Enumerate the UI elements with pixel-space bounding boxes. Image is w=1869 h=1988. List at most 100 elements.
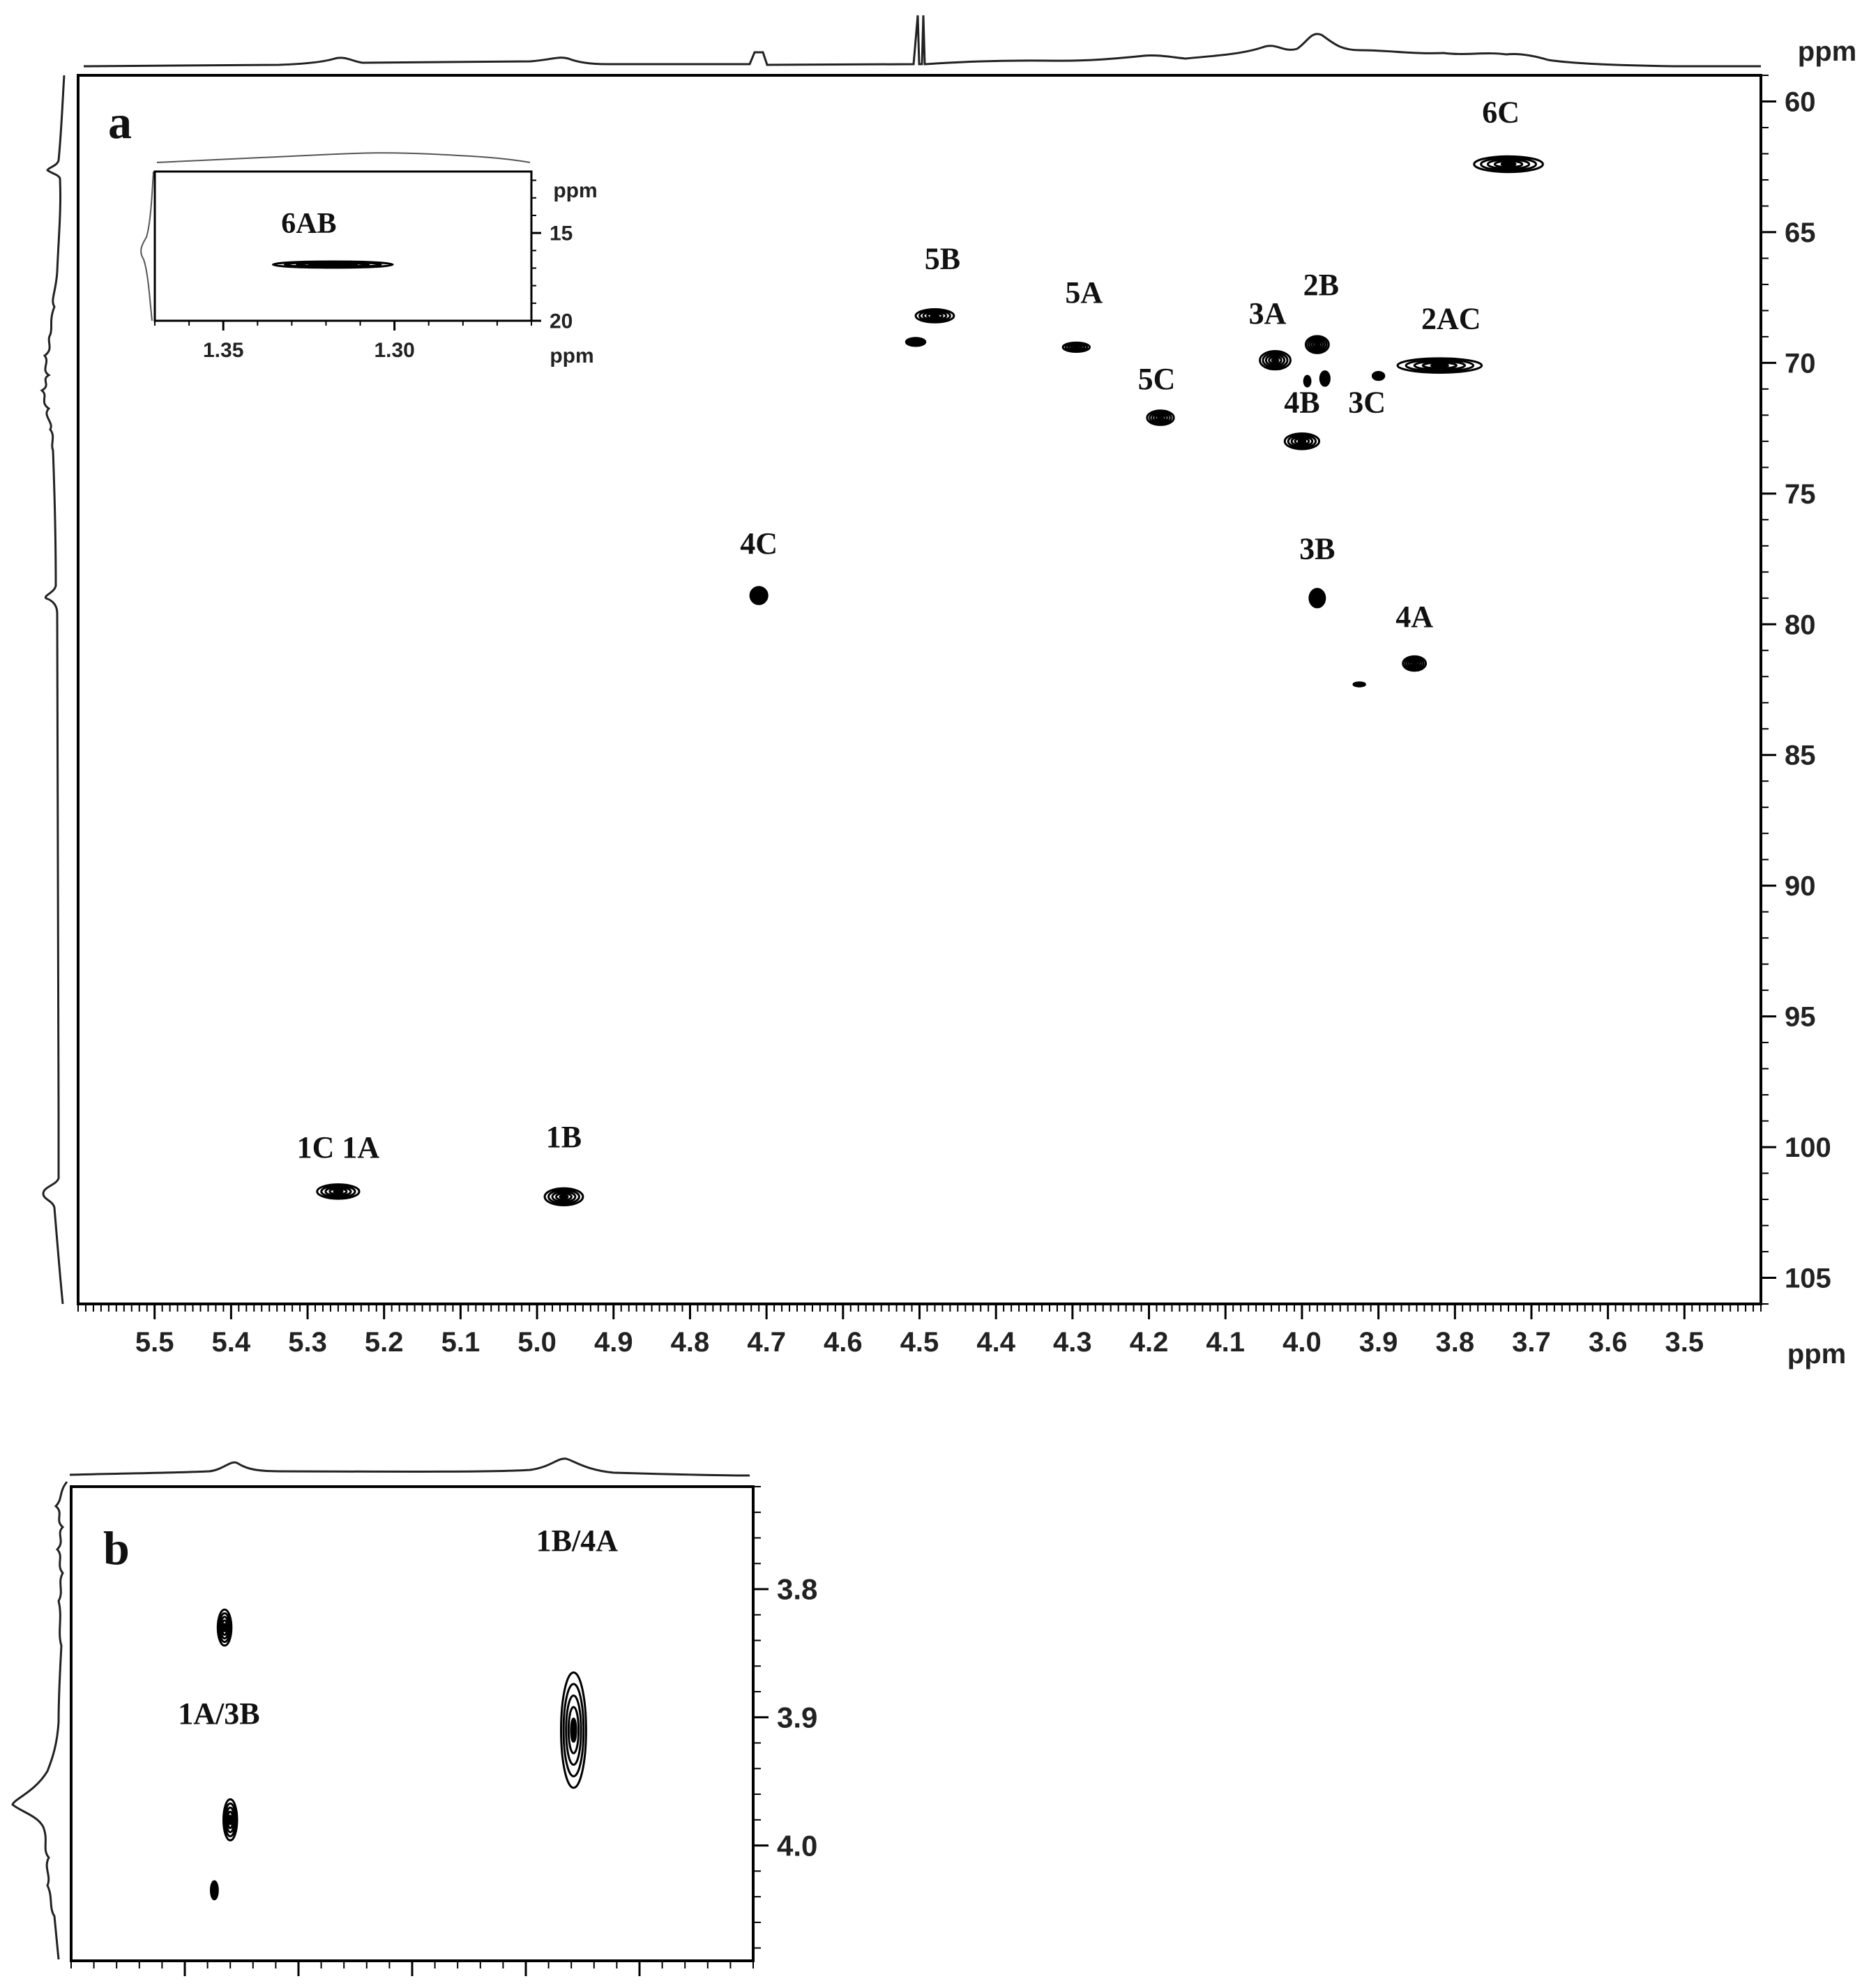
panel-a-peak-label: 5C [1138, 362, 1176, 396]
panel-a-peak-6-contour-4 [1430, 363, 1449, 368]
panel-a-peak-5-contour-2 [1309, 338, 1326, 351]
panel-a-peak-12-contour-0 [749, 586, 769, 605]
inset-top-projection [156, 152, 531, 163]
panel-a-peak-12-contour-2 [752, 589, 765, 602]
panel-a-axis-ticks [77, 75, 1776, 1319]
panel-b-peak-3-contour-2 [565, 1694, 582, 1766]
panel-a-peak-8 [1303, 374, 1312, 388]
x-tick-label: 5.3 [165, 1983, 205, 1988]
panel-a-peak-6-contour-1 [1405, 358, 1475, 372]
panel-a-peak-5-contour-4 [1314, 342, 1321, 348]
panel-b-peak-1 [222, 1798, 239, 1842]
x-tick-label: 5.5 [135, 1327, 174, 1358]
panel-b-letter: b [103, 1522, 130, 1575]
panel-b-peak-1-contour-4 [227, 1814, 233, 1826]
panel-a-peak-label: 3B [1299, 532, 1335, 566]
panel-b-peak-3-contour-3 [567, 1706, 580, 1754]
x-tick-label: 5.0 [506, 1983, 546, 1988]
panel-a-x-tick-labels: 5.5 5.4 5.3 5.2 5.1 5.0 4.9 4.8 4.7 4.6 4.5 4.4 4.3 4… [135, 1327, 1704, 1358]
panel-a-peak-11-contour-2 [1290, 435, 1314, 448]
panel-b-peak-1-contour-2 [225, 1806, 236, 1833]
panel-a-peak-label: 4B [1284, 386, 1319, 420]
panel-a-peak-12-contour-4 [756, 593, 762, 598]
panel-b-peak-0 [216, 1608, 233, 1647]
y-tick-label: 4.0 [777, 1829, 817, 1862]
inset-peak-label: 6AB [281, 208, 336, 240]
panel-b-peak-2 [209, 1880, 219, 1901]
panel-a-peak-17-contour-0 [543, 1187, 584, 1206]
panel-b-left-projection [11, 1481, 68, 1960]
panel-a-peak-17-contour-1 [547, 1189, 580, 1205]
panel-a-peak-label: 4C [740, 526, 778, 561]
panel-a-peak-17 [543, 1187, 584, 1206]
panel-a-peak-14-contour-2 [1406, 658, 1423, 669]
panel-a-y-tick-labels: 60 65 70 75 80 85 90 95 100 105 [1785, 86, 1831, 1293]
panel-a-peak-label: 3A [1249, 296, 1287, 331]
x-tick-label: 1.35 [203, 339, 243, 362]
panel-a-peak-0-contour-2 [1486, 158, 1531, 170]
panel-b-peak-3-contour-1 [562, 1683, 585, 1777]
x-tick-label: 3.6 [1589, 1327, 1628, 1358]
panel-b-peak-0-contour-3 [220, 1619, 229, 1636]
panel-a-peak-12 [749, 586, 769, 605]
panel-a-peak-14-contour-1 [1404, 656, 1425, 671]
x-tick-label: 4.9 [594, 1327, 633, 1358]
panel-b-peak-1-contour-0 [222, 1798, 239, 1842]
panel-a-peak-10-contour-1 [1149, 411, 1172, 425]
panel-a-peak-label: 2AC [1421, 302, 1481, 336]
panel-a-peak-10-contour-4 [1156, 415, 1165, 420]
panel-a-peak-11-contour-3 [1294, 437, 1310, 446]
inset-peak-labels: 6AB [281, 208, 336, 240]
panel-a-peak-11 [1283, 432, 1321, 450]
panel-a-peak-17-contour-2 [551, 1190, 577, 1204]
panel-a-peak-13 [1308, 588, 1326, 609]
panel-a-peak-15-contour-4 [1357, 682, 1362, 687]
panel-a-peak-14-contour-4 [1411, 660, 1418, 667]
panel-a-peak-label: 5B [925, 241, 960, 275]
x-tick-label: 4.7 [747, 1327, 786, 1358]
panel-b-peak-label: 1A/3B [178, 1697, 259, 1731]
y-tick-label: 75 [1785, 479, 1816, 510]
x-tick-label: 4.3 [1053, 1327, 1092, 1358]
panel-a-peak-11-contour-0 [1283, 432, 1321, 450]
panel-a-peak-7-contour-4 [1322, 376, 1327, 381]
x-tick-label: 4.9 [619, 1983, 660, 1988]
panel-a-peak-11-contour-4 [1297, 439, 1307, 444]
panel-a-peak-9 [1371, 371, 1386, 381]
panel-a-peak-4 [1259, 350, 1292, 371]
panel-a-peak-14-contour-0 [1402, 655, 1428, 672]
panel-b: 5.3 5.2 5.1 5.0 4.9 3.8 3.9 4.0 b 1B/4A 1A/3B [11, 1457, 817, 1988]
panel-a-peak-16-contour-1 [320, 1185, 356, 1199]
panel-a-peak-label: 5A [1065, 275, 1103, 310]
panel-b-top-projection [69, 1457, 750, 1477]
y-tick-label: 100 [1785, 1132, 1831, 1163]
x-tick-label: 4.2 [1130, 1327, 1169, 1358]
panel-b-peak-2-contour-4 [212, 1887, 217, 1893]
panel-a-peak-0-contour-4 [1500, 161, 1517, 167]
panel-a-peak-0 [1473, 155, 1544, 174]
panel-a-peak-label: 2B [1303, 268, 1339, 302]
panel-a-peak-7 [1319, 370, 1331, 387]
panel-a-peak-10-contour-3 [1153, 413, 1167, 422]
y-tick-label: 15 [550, 222, 573, 245]
x-tick-label: 4.5 [900, 1327, 939, 1358]
panel-b-peak-labels: 1B/4A 1A/3B [178, 1524, 618, 1731]
y-tick-label: 85 [1785, 741, 1816, 771]
panel-b-cross-peaks [209, 1608, 587, 1901]
y-tick-label: 90 [1785, 871, 1816, 902]
panel-a-plot-frame [77, 74, 1762, 1305]
panel-a-peak-15 [1352, 681, 1366, 688]
y-tick-label: 20 [550, 310, 573, 333]
x-tick-label: 4.4 [976, 1327, 1015, 1358]
panel-a-peak-16-contour-2 [324, 1186, 352, 1197]
panel-a-peak-16-contour-4 [333, 1189, 344, 1194]
panel-a-peak-6-contour-3 [1421, 361, 1458, 370]
panel-a-peak-8-contour-4 [1305, 379, 1310, 384]
panel-a-peak-0-contour-0 [1473, 155, 1544, 174]
panel-a-cross-peaks [316, 155, 1544, 1206]
panel-a-peak-label: 1C 1A [297, 1130, 380, 1164]
x-tick-label: 5.1 [441, 1327, 481, 1358]
panel-a-peak-2-contour-4 [912, 340, 919, 344]
